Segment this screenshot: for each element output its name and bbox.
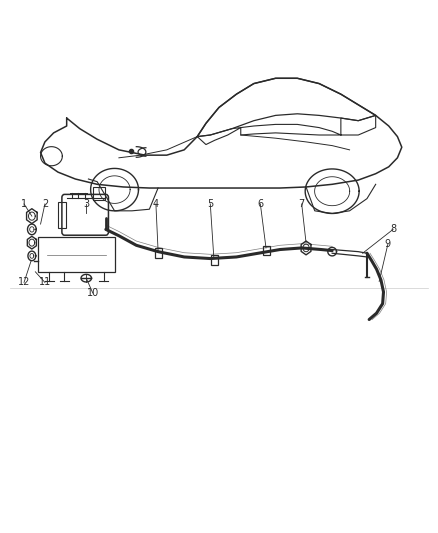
Text: 9: 9 <box>385 239 391 249</box>
Bar <box>211 255 218 265</box>
Text: 4: 4 <box>153 199 159 209</box>
Bar <box>263 246 270 255</box>
Bar <box>39 237 115 272</box>
Text: 2: 2 <box>42 199 48 209</box>
Text: 12: 12 <box>18 277 30 287</box>
Text: 1: 1 <box>21 199 27 209</box>
Text: 8: 8 <box>390 224 396 235</box>
Text: 3: 3 <box>83 199 89 209</box>
Text: 11: 11 <box>39 277 51 287</box>
Text: 7: 7 <box>299 199 305 209</box>
Bar <box>93 187 105 200</box>
Text: 10: 10 <box>87 288 99 298</box>
Bar <box>58 203 66 228</box>
Bar <box>155 248 162 258</box>
Text: 6: 6 <box>257 199 263 209</box>
Text: 5: 5 <box>207 199 213 209</box>
